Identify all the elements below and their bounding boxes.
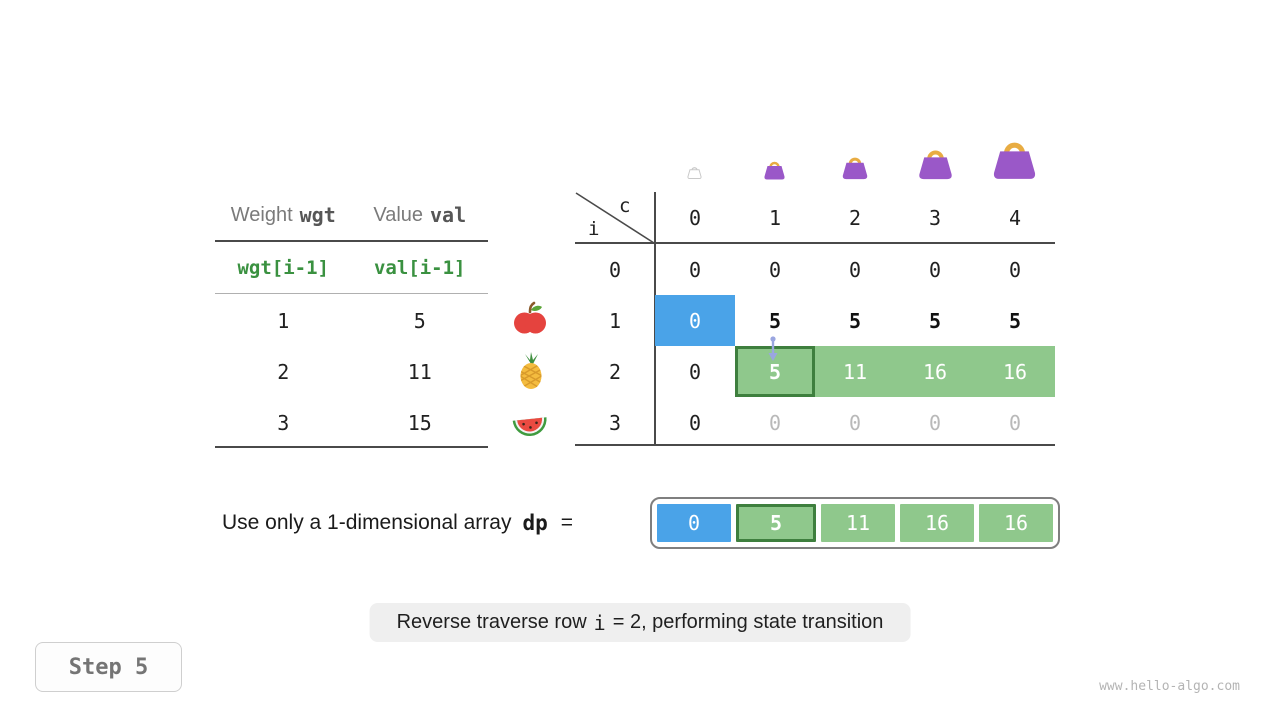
dp-code-label: dp — [522, 511, 548, 535]
val-1: 5 — [413, 309, 426, 333]
row-label-3: 3 — [608, 410, 622, 435]
watermark: www.hello-algo.com — [1099, 679, 1240, 694]
dp-cell-0-2: 0 — [848, 257, 862, 282]
dp-cell-2-2-highlighted: 11 — [815, 346, 895, 397]
watermelon-icon — [511, 404, 549, 442]
dp-cell-1-1: 5 — [768, 308, 782, 333]
dp-cell-0-0: 0 — [688, 257, 702, 282]
bag-large-icon — [917, 146, 954, 185]
divider — [215, 293, 488, 294]
divider — [215, 240, 488, 242]
weight-header-label: Weight — [230, 203, 293, 226]
divider — [575, 444, 1055, 446]
dp-cell-2-3-highlighted: 16 — [895, 346, 975, 397]
val-3: 15 — [407, 411, 432, 435]
state-transition-arrow-icon — [766, 336, 780, 367]
row-label-2: 2 — [608, 359, 622, 384]
bag-medium-icon — [841, 154, 869, 185]
status-variable: i — [593, 610, 606, 635]
item-row-1: 1 5 — [215, 296, 488, 346]
item-row-3: 3 15 — [215, 398, 488, 448]
value-header-label: Value — [373, 203, 424, 226]
step-indicator: Step 5 — [35, 642, 182, 692]
bag-small-icon — [763, 159, 786, 185]
divider — [215, 446, 488, 448]
col-header-0: 0 — [688, 206, 702, 230]
val-header-code: val — [430, 203, 467, 227]
weight-value-header-row: Weight wgt Value val — [215, 190, 488, 240]
dp-cell-3-2: 0 — [848, 410, 862, 435]
bag-xlarge-icon — [991, 137, 1038, 185]
equals-sign: = — [560, 511, 574, 534]
row-variable-label: i — [588, 218, 600, 240]
dp-array-label: Use only a 1-dimensional array dp = — [222, 497, 573, 549]
wgt-header-code: wgt — [299, 203, 336, 227]
row-label-0: 0 — [608, 257, 622, 282]
item-row-2: 2 11 — [215, 347, 488, 397]
dp-cell-0-3: 0 — [928, 257, 942, 282]
corner-diagonal — [575, 192, 655, 244]
status-text-2: = 2, performing state transition — [612, 611, 884, 633]
value-header: Value val — [352, 190, 489, 240]
dp-array-label-text: Use only a 1-dimensional array — [222, 511, 512, 534]
col-header-3: 3 — [928, 206, 942, 230]
dp-cell-0-4: 0 — [1008, 257, 1022, 282]
status-message: Reverse traverse row i = 2, performing s… — [369, 603, 911, 642]
wgt-2: 2 — [277, 360, 290, 384]
dp-cell-1-3: 5 — [928, 308, 942, 333]
col-header-1: 1 — [768, 206, 782, 230]
val-2: 11 — [407, 360, 432, 384]
weight-header: Weight wgt — [215, 190, 352, 240]
dp-array-cell-0: 0 — [657, 504, 731, 542]
dp-table: c i 0 1 2 3 4 0 1 2 3 0 0 0 0 0 0 5 5 5 … — [575, 192, 1055, 448]
dp-cell-1-2: 5 — [848, 308, 862, 333]
dp-cell-3-1: 0 — [768, 410, 782, 435]
dp-array-cell-4: 16 — [979, 504, 1053, 542]
apple-icon — [512, 301, 550, 339]
col-header-2: 2 — [848, 206, 862, 230]
dp-cell-3-3: 0 — [928, 410, 942, 435]
dp-cell-3-4: 0 — [1008, 410, 1022, 435]
dp-array: 0 5 11 16 16 — [650, 497, 1060, 549]
row-label-1: 1 — [608, 308, 622, 333]
code-row: wgt[i-1] val[i-1] — [215, 243, 488, 292]
dp-array-cell-1-current: 5 — [736, 504, 816, 542]
wgt-index-code: wgt[i-1] — [237, 256, 329, 279]
status-text-1: Reverse traverse row — [396, 611, 587, 633]
dp-cell-2-0: 0 — [688, 359, 702, 384]
divider — [575, 242, 1055, 244]
col-variable-label: c — [619, 195, 631, 217]
val-index-code: val[i-1] — [373, 256, 466, 279]
dp-cell-0-1: 0 — [768, 257, 782, 282]
pineapple-icon — [512, 352, 550, 390]
dp-array-cell-2: 11 — [821, 504, 895, 542]
dp-array-cell-3: 16 — [900, 504, 974, 542]
bag-empty-icon — [687, 165, 702, 184]
wgt-1: 1 — [277, 309, 290, 333]
wgt-3: 3 — [277, 411, 290, 435]
col-header-4: 4 — [1008, 206, 1022, 230]
dp-cell-3-0: 0 — [688, 410, 702, 435]
weight-value-table: Weight wgt Value val wgt[i-1] val[i-1] 1… — [215, 190, 488, 448]
dp-cell-1-0-highlighted: 0 — [655, 295, 735, 346]
dp-cell-1-4: 5 — [1008, 308, 1022, 333]
dp-cell-2-4-highlighted: 16 — [975, 346, 1055, 397]
